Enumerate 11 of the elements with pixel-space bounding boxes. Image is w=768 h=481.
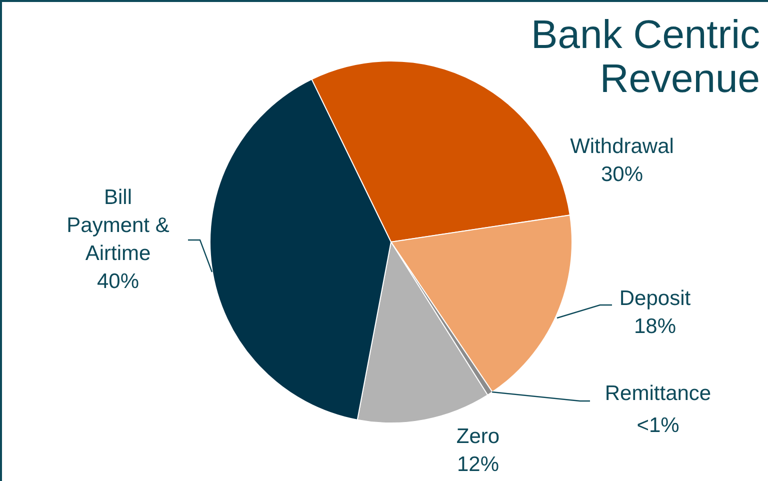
slice-label: Deposit xyxy=(619,287,691,310)
data-label: <1% xyxy=(636,414,680,437)
slice-label: Withdrawal xyxy=(570,135,674,158)
data-label: 12% xyxy=(456,453,500,476)
data-label: 18% xyxy=(634,315,676,338)
slice-label: Zero xyxy=(456,425,500,448)
chart-title: Bank Centric Revenue xyxy=(531,13,760,101)
slice-label: Bill Payment & Airtime xyxy=(66,186,170,265)
slice-label: Remittance xyxy=(604,382,712,405)
data-label: 40% xyxy=(96,270,140,293)
data-label: 30% xyxy=(600,163,644,186)
